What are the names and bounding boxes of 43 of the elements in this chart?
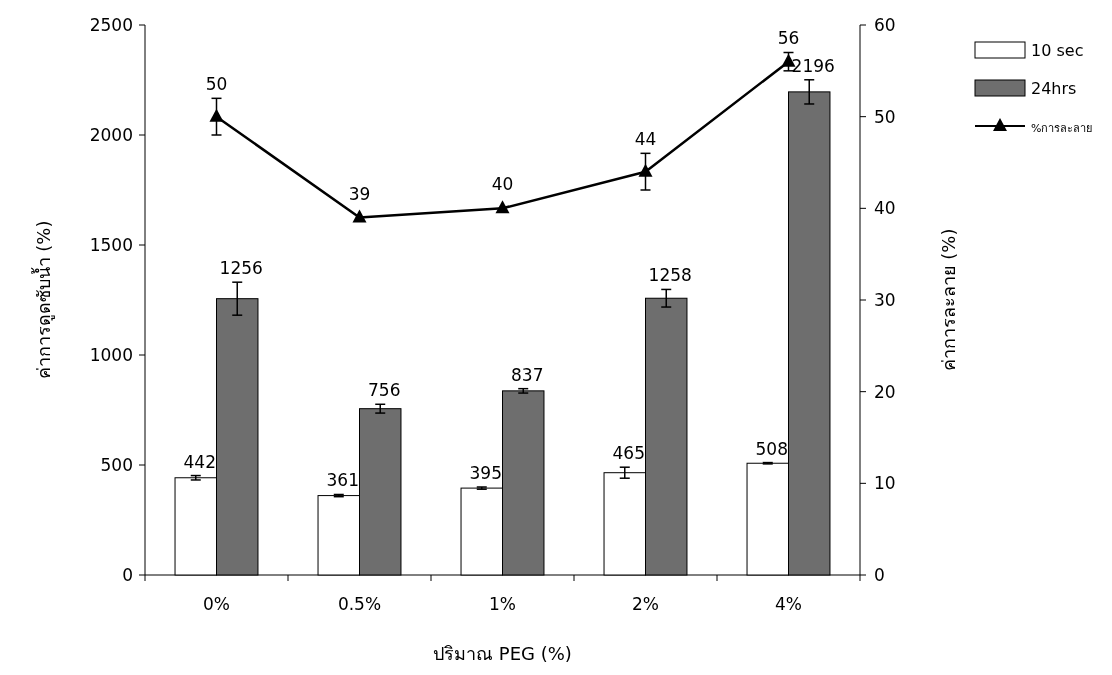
data-label: 508 [755, 438, 788, 459]
data-label: 50 [205, 74, 228, 95]
data-label: 40 [491, 174, 514, 195]
y2-tick-label: 40 [874, 198, 896, 219]
point [352, 209, 367, 223]
y2-tick-label: 50 [874, 106, 896, 127]
data-label: 756 [368, 380, 401, 401]
y-tick-label: 1000 [89, 345, 133, 365]
data-label: 1258 [648, 265, 692, 286]
x-tick-label: 0.5% [337, 594, 382, 614]
data-label: 837 [511, 364, 544, 385]
x-tick-label: 1% [489, 594, 516, 614]
y-tick-label: 1500 [89, 235, 133, 255]
x-axis-title: ปริมาณ PEG (%) [433, 643, 572, 664]
data-label: 1256 [219, 258, 263, 279]
x-tick-label: 2% [632, 594, 659, 614]
y2-axis-title: ค่าการละลาย (%) [938, 228, 959, 372]
x-tick-label: 4% [775, 594, 802, 614]
data-label: 2196 [791, 55, 835, 76]
data-label: 442 [183, 451, 216, 472]
point [495, 200, 510, 214]
point [638, 163, 653, 177]
data-label: 395 [469, 463, 502, 483]
y-tick-label: 500 [100, 455, 133, 475]
y2-tick-label: 0 [874, 565, 885, 585]
data-label: 39 [348, 183, 371, 204]
legend-label: 24hrs [1031, 79, 1077, 98]
y2-tick-label: 60 [874, 15, 896, 35]
y-tick-label: 0 [122, 565, 133, 585]
data-label: 44 [634, 129, 657, 150]
y2-tick-label: 10 [874, 473, 896, 494]
x-tick-label: 0% [203, 594, 230, 614]
y-tick-label: 2500 [89, 15, 133, 35]
legend-label: %การละลาย [1031, 122, 1093, 135]
data-label: 361 [326, 470, 359, 491]
point [209, 108, 224, 122]
y2-tick-label: 30 [874, 290, 896, 310]
data-label: 56 [777, 27, 800, 48]
data-label: 465 [612, 443, 645, 464]
y-axis-title: ค่าการดูดซับน้ำ (%) [31, 220, 55, 380]
y2-tick-label: 20 [874, 381, 896, 402]
y-tick-label: 2000 [89, 125, 133, 145]
legend-label: 10 sec [1031, 41, 1084, 60]
